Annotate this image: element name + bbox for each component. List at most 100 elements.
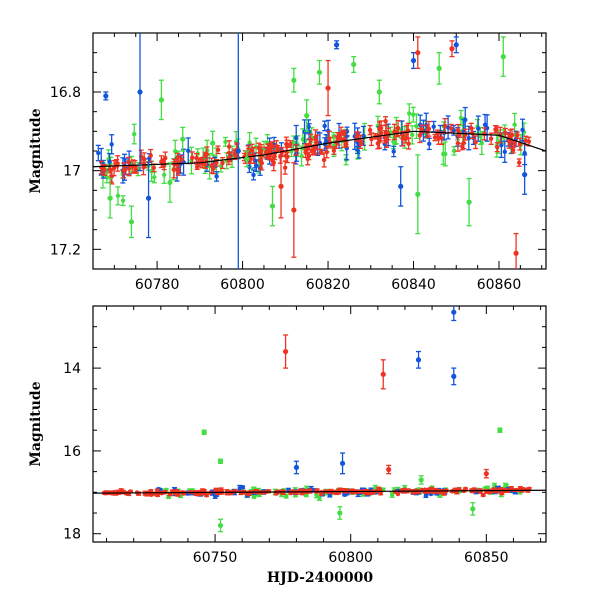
data-point-blue [484,114,490,142]
data-point-blue [251,169,257,181]
data-point-green [440,142,446,166]
data-point-green [128,205,135,239]
bottom-data-points [93,306,546,533]
data-point-green [291,67,297,93]
model-curve [93,130,546,168]
data-point-blue [498,132,504,159]
data-point-red [513,232,519,269]
data-point-blue [333,40,340,50]
data-point-green [470,502,476,516]
data-point-red [514,131,520,139]
data-point-red [321,152,327,168]
data-point-red [202,151,208,159]
y-tick-label: 17 [63,164,81,180]
data-point-green [316,59,323,85]
data-point-green [201,429,207,436]
data-point-red [151,491,157,496]
x-tick-label: 60840 [391,277,436,293]
data-point-red [158,155,164,169]
x-tick-label: 60820 [306,277,351,293]
data-point-blue [445,115,451,140]
data-point-red [480,492,486,498]
data-point-red [275,145,281,152]
data-point-red [313,129,319,146]
data-point-blue [240,484,246,490]
data-point-blue [214,171,220,182]
data-point-red [391,123,397,141]
data-point-blue [415,350,422,369]
data-point-red [278,154,284,219]
data-point-green [466,177,472,227]
y-tick-label: 17.2 [50,242,81,258]
top-panel: 60780 60800 60820 60840 60860 16.8 17 17.2 Magn… [28,32,547,293]
bottom-x-axis-label: HJD-2400000 [267,570,374,586]
data-point-red [523,135,529,146]
data-point-red [506,133,512,149]
x-tick-label: 60850 [464,550,509,566]
data-point-green [409,125,415,145]
data-point-red [253,488,259,494]
data-point-blue [327,493,333,498]
data-point-red [259,155,265,171]
data-point-red [148,148,154,163]
model-curve [93,489,546,494]
data-point-red [209,157,215,174]
data-point-green [120,195,126,207]
data-point-red [324,145,330,159]
data-point-red [483,488,489,494]
data-point-blue [109,134,115,155]
data-point-red [483,468,489,479]
data-point-red [263,146,269,159]
data-point-green [107,177,113,219]
data-point-red [461,136,467,150]
data-point-green [497,427,503,433]
data-point-red [287,140,293,148]
data-point-red [516,158,522,167]
data-point-red [436,132,442,145]
data-point-red [426,120,432,137]
data-point-green [413,113,419,140]
data-point-green [500,36,506,77]
data-point-green [418,475,424,485]
data-point-blue [453,36,459,54]
data-point-blue [322,120,328,132]
top-ticks: 60780 60800 60820 60840 60860 16.8 17 17.2 [50,32,546,293]
data-point-red [305,152,311,166]
data-point-green [304,99,310,132]
data-point-red [415,36,421,70]
data-point-blue [293,460,300,475]
data-point-red [493,125,499,133]
bottom-plot-frame [92,305,547,543]
data-point-red [226,140,232,154]
y-tick-label: 14 [63,361,81,377]
data-point-green [180,126,186,152]
data-point-red [380,359,386,390]
data-point-red [343,141,349,148]
data-point-blue [398,166,404,207]
x-tick-label: 60860 [477,277,522,293]
data-point-blue [451,367,457,386]
data-point-green [210,130,216,156]
data-point-green [376,79,382,105]
x-tick-label: 60800 [220,277,265,293]
data-point-green [410,106,416,123]
data-point-blue [410,52,417,70]
x-tick-label: 60750 [193,550,238,566]
data-point-red [358,139,364,146]
data-point-green [351,55,357,73]
data-point-red [171,161,177,179]
data-point-red [510,146,516,154]
data-point-blue [95,144,101,162]
data-point-red [395,119,401,137]
data-point-blue [451,306,457,322]
bottom-ticks: 60750 60800 60850 14 16 18 [63,305,546,566]
data-point-blue [391,145,397,158]
data-point-red [126,160,132,177]
data-point-blue [145,158,152,239]
data-point-red [194,153,199,163]
data-point-red [282,334,289,369]
data-point-red [140,159,146,176]
data-point-red [405,122,411,139]
data-point-green [251,494,257,499]
